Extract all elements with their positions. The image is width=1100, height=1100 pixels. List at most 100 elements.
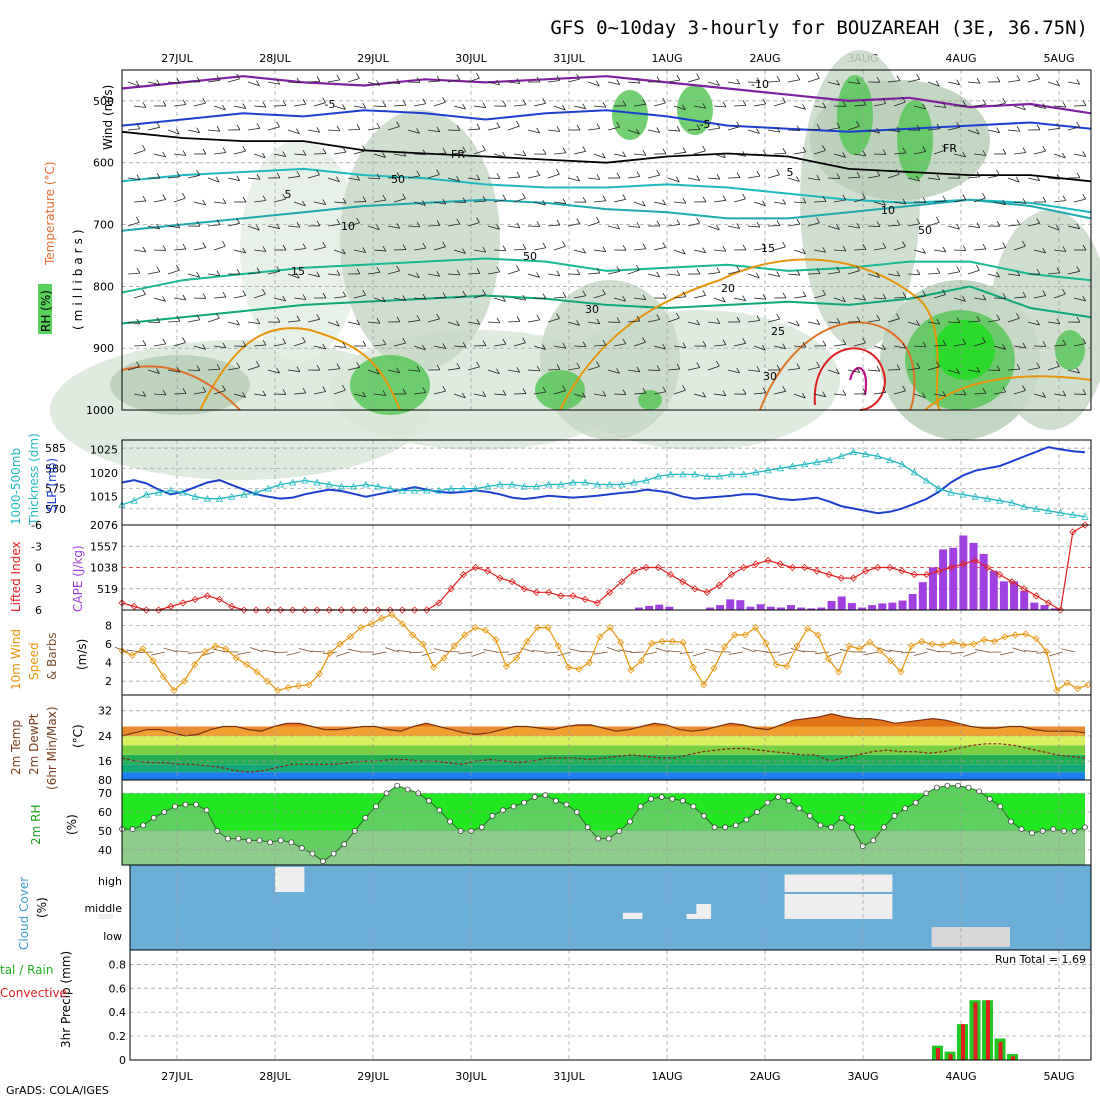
wind-barb xyxy=(487,321,500,324)
wind-barb xyxy=(493,249,507,252)
cape-bar xyxy=(989,570,998,610)
precip-total-label: tal / Rain xyxy=(0,963,53,977)
wind-barb xyxy=(1053,293,1066,299)
thickness-marker xyxy=(776,464,784,472)
wind-barb xyxy=(687,222,700,227)
wind-barb xyxy=(147,81,160,86)
wind-barb xyxy=(327,321,340,327)
wind-barb-flag xyxy=(856,265,860,271)
temp-label-3: (6hr Min/Max) xyxy=(45,707,59,791)
wind-barb xyxy=(787,273,800,276)
li-marker xyxy=(313,606,321,614)
wind-barb-flag xyxy=(362,196,367,202)
wind-barb-flag xyxy=(882,98,887,104)
wind-speed-marker xyxy=(201,648,209,656)
surface-wind-barb xyxy=(1036,651,1051,654)
wind-barb-flag xyxy=(162,194,167,200)
wind-barb-flag xyxy=(942,195,947,202)
wind-barb-flag xyxy=(1022,240,1026,247)
thickness-marker xyxy=(398,486,407,494)
wind-barb-flag xyxy=(562,241,566,247)
wind-barb-flag xyxy=(296,171,301,177)
wind-barb xyxy=(973,153,986,156)
wind-barb xyxy=(827,81,840,86)
chart-title: GFS 0~10day 3-hourly for BOUZAREAH (3E, … xyxy=(550,17,1088,39)
upper-pressure-label: (millibars) xyxy=(71,225,85,330)
temp-unit-label: (°C) xyxy=(71,724,85,748)
wind-barb-flag xyxy=(356,175,361,181)
wind-barb-flag xyxy=(1022,104,1026,111)
wind-barb xyxy=(213,390,226,395)
wind-speed-marker xyxy=(1053,686,1061,694)
wind-barb xyxy=(787,79,800,83)
wind-barb xyxy=(147,271,160,275)
wind-barb-flag xyxy=(222,385,226,391)
wind-barb-flag xyxy=(496,224,500,230)
wind-barb-flag xyxy=(802,291,807,297)
wind-barb-flag xyxy=(436,313,440,320)
wind-speed-marker xyxy=(949,638,957,646)
li-marker xyxy=(350,606,358,614)
wind-barb-flag xyxy=(356,124,361,130)
wind-barb-flag xyxy=(522,337,526,343)
wind-barb-flag xyxy=(956,266,961,272)
wind-barb-flag xyxy=(135,80,140,87)
rh-marker xyxy=(722,824,729,831)
wind-barb xyxy=(227,177,240,182)
wind-barb xyxy=(547,368,561,371)
wind-barb-flag xyxy=(682,291,687,297)
surface-wind-barb xyxy=(114,646,129,653)
wind-barb xyxy=(373,105,387,108)
wind-barb-flag xyxy=(896,313,900,319)
wind-barb xyxy=(973,248,986,251)
thickness-marker xyxy=(703,472,711,480)
y-tick-label: 32 xyxy=(98,705,112,718)
wind-barb xyxy=(953,297,966,302)
wind-barb xyxy=(347,177,360,181)
wind-barb xyxy=(487,127,500,131)
cape-bar xyxy=(1010,581,1019,610)
rh-marker xyxy=(426,797,432,804)
wind-barb xyxy=(353,294,366,299)
wind-barb-flag xyxy=(1022,198,1027,204)
wind-barb xyxy=(813,294,826,299)
surface-wind-barb xyxy=(249,647,264,653)
wind-barb-flag xyxy=(556,313,560,319)
wind-barb xyxy=(1007,177,1020,183)
wind-barb-flag xyxy=(236,362,241,368)
wind-barb-flag xyxy=(561,104,566,111)
wind-speed-marker xyxy=(752,623,760,632)
wind-barb-flag xyxy=(216,363,221,370)
wind-barb-flag xyxy=(442,292,447,298)
wind-barb xyxy=(293,341,306,347)
wind-barb-flag xyxy=(382,339,387,345)
wind-barb xyxy=(707,272,720,275)
thickness-marker xyxy=(276,480,285,488)
wind-barb-flag xyxy=(402,337,406,344)
wind-barb xyxy=(373,393,386,396)
wind-barb-flag xyxy=(242,290,247,296)
wind-barb xyxy=(893,296,907,299)
wind-barb xyxy=(1013,390,1026,395)
cloud-grid xyxy=(176,865,1060,950)
wind-barb xyxy=(193,201,206,206)
cape-bar xyxy=(655,604,664,610)
wind-barb-flag xyxy=(802,248,806,254)
wind-barb-flag xyxy=(742,100,747,106)
wind-barb xyxy=(633,341,646,347)
wind-barb-flag xyxy=(336,219,341,225)
wind-barb xyxy=(947,369,960,374)
wind-barb-flag xyxy=(776,169,780,175)
wind-barb-flag xyxy=(736,367,740,374)
wind-barb xyxy=(593,293,606,299)
wind-barb xyxy=(953,343,966,347)
wind-barb xyxy=(907,321,920,326)
thickness-marker xyxy=(959,490,967,498)
rh-blob xyxy=(638,390,662,410)
wind-barb xyxy=(227,367,240,371)
wind-barb-flag xyxy=(876,127,880,134)
wind-barb xyxy=(713,105,726,108)
wind-barb xyxy=(333,345,346,348)
wind-barb xyxy=(233,295,246,299)
